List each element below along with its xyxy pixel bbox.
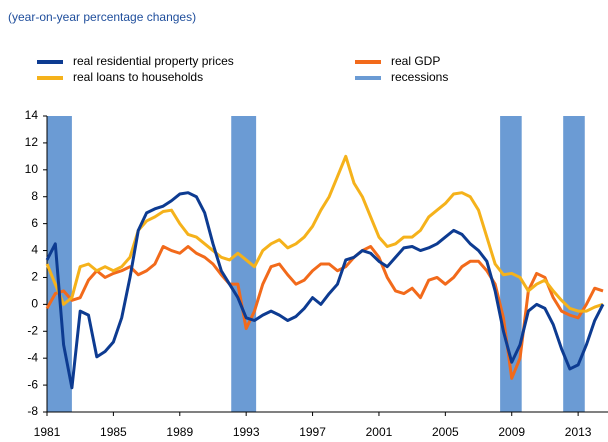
x-tick-label: 2001 xyxy=(366,425,393,439)
y-tick-label: 14 xyxy=(25,108,39,122)
y-tick-label: 4 xyxy=(31,243,38,257)
y-tick-label: -6 xyxy=(27,377,38,391)
legend-label: real loans to households xyxy=(73,70,203,84)
x-tick-label: 1981 xyxy=(34,425,61,439)
x-tick-label: 2013 xyxy=(565,425,592,439)
x-tick-label: 2005 xyxy=(432,425,459,439)
y-tick-label: -2 xyxy=(27,323,38,337)
y-tick-label: 2 xyxy=(31,270,38,284)
legend-label: real GDP xyxy=(391,54,440,68)
y-tick-label: -8 xyxy=(27,404,38,418)
chart-subtitle: (year-on-year percentage changes) xyxy=(8,10,196,24)
y-tick-label: -4 xyxy=(27,350,38,364)
series-line xyxy=(45,245,604,380)
x-tick-label: 1993 xyxy=(233,425,260,439)
series-line xyxy=(45,191,605,390)
y-tick-label: 0 xyxy=(31,297,38,311)
legend-label: recessions xyxy=(391,70,448,84)
y-tick-label: 8 xyxy=(31,189,38,203)
x-tick-label: 1997 xyxy=(299,425,326,439)
x-tick-label: 1985 xyxy=(100,425,127,439)
y-tick-label: 10 xyxy=(25,162,39,176)
y-tick-label: 6 xyxy=(31,216,38,230)
x-tick-label: 1989 xyxy=(166,425,193,439)
y-tick-label: 12 xyxy=(25,135,39,149)
legend-label: real residential property prices xyxy=(73,54,234,68)
recession-band xyxy=(563,116,585,412)
x-tick-label: 2009 xyxy=(498,425,525,439)
